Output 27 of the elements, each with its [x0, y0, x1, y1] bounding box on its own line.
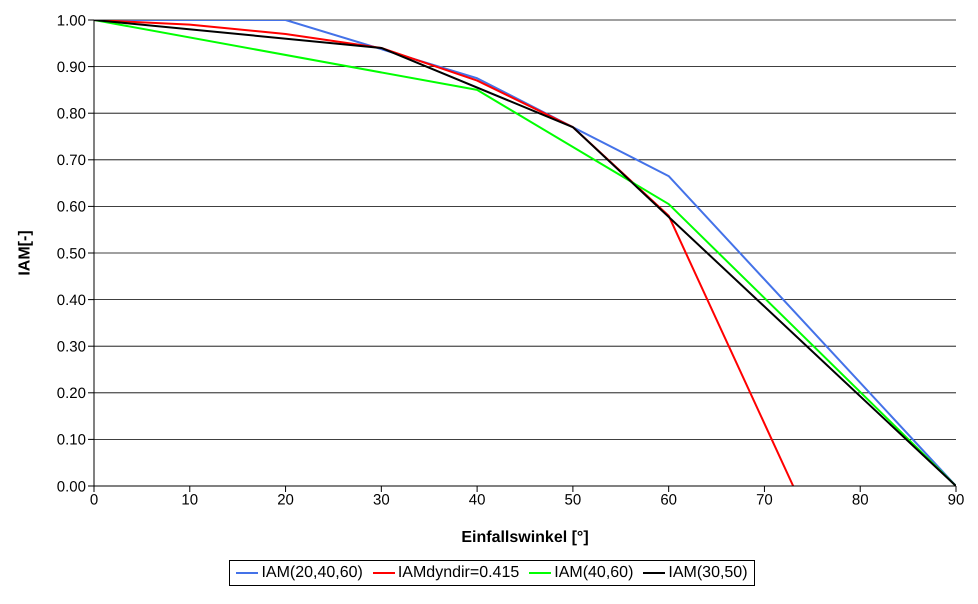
y-tick-label: 0.40	[56, 292, 86, 309]
x-tick-label: 90	[948, 492, 964, 509]
y-tick-label: 0.80	[56, 106, 86, 123]
x-axis-title: Einfallswinkel [°]	[461, 529, 589, 546]
y-tick-label: 0.10	[56, 432, 86, 449]
legend-label: IAM(30,50)	[667, 564, 748, 582]
x-tick-label: 10	[181, 492, 198, 509]
y-tick-label: 0.60	[56, 198, 86, 216]
legend-label: IAM(20,40,60)	[260, 564, 363, 582]
y-tick-label: 0.30	[56, 338, 86, 356]
legend-label: IAMdyndir=0.415	[396, 564, 520, 582]
y-tick-label: 0.70	[56, 152, 86, 170]
x-tick-label: 0	[90, 492, 98, 509]
y-axis-title: IAM[-]	[16, 230, 34, 276]
x-tick-label: 20	[277, 492, 294, 509]
x-tick-label: 40	[468, 492, 486, 509]
y-tick-label: 0.50	[56, 245, 86, 262]
y-tick-label: 0.90	[56, 58, 86, 76]
y-tick-label: 0.00	[56, 478, 86, 496]
x-tick-label: 60	[660, 492, 678, 509]
x-tick-label: 80	[852, 492, 869, 509]
legend-label: IAM(40,60)	[553, 564, 634, 582]
x-tick-label: 50	[564, 492, 582, 509]
x-tick-label: 70	[756, 492, 773, 509]
x-tick-label: 30	[372, 492, 390, 509]
y-tick-label: 1.00	[56, 12, 86, 30]
y-tick-label: 0.20	[56, 385, 86, 402]
